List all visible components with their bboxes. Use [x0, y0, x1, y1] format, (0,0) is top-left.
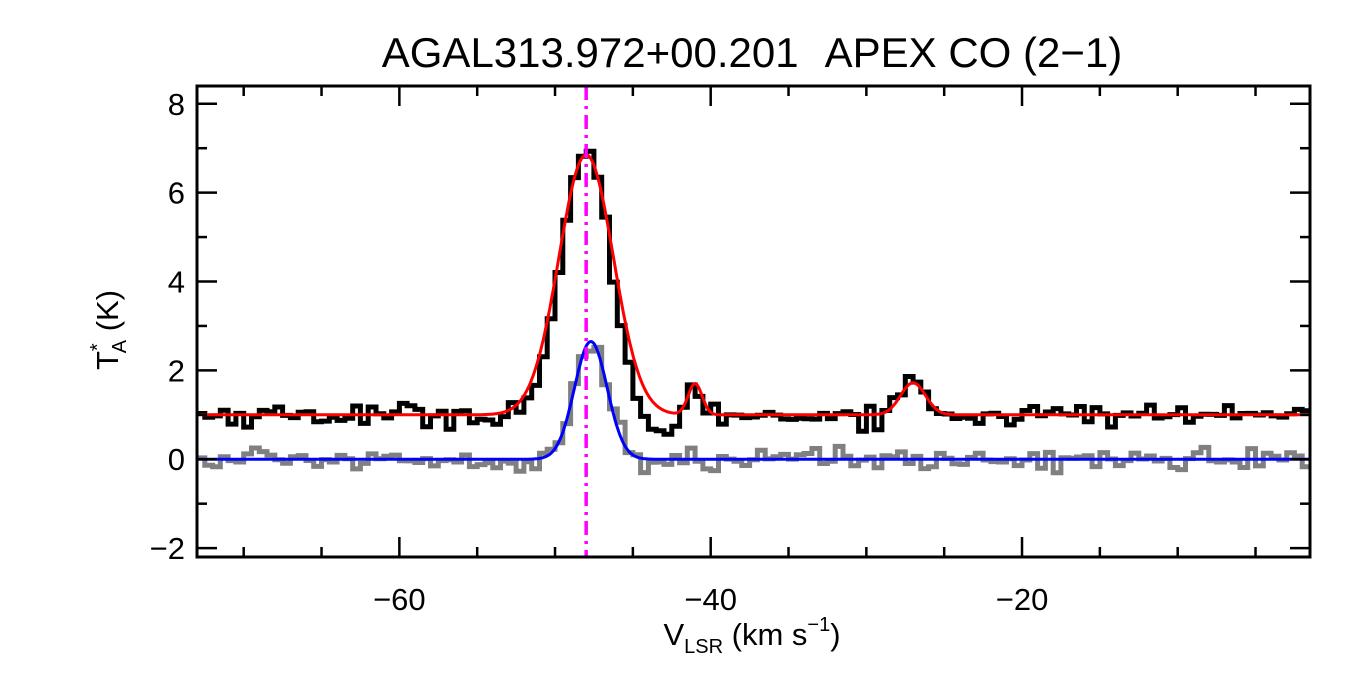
chart-title: AGAL313.972+00.201 APEX CO (2−1) — [382, 29, 1122, 76]
axis-ticks — [197, 86, 1310, 557]
plot-frame — [195, 84, 1312, 559]
y-tick-label: 0 — [168, 442, 185, 477]
chart-title-source: AGAL313.972+00.201 — [382, 29, 799, 76]
x-tick-label: −20 — [996, 582, 1049, 617]
y-axis-label: T*A (K) — [87, 290, 131, 370]
y-tick-label: 8 — [168, 87, 185, 122]
x-tick-label: −40 — [684, 582, 737, 617]
series-3-fit-line — [197, 340, 1310, 461]
series-1-fit-line — [197, 153, 1310, 417]
y-tick-label: 2 — [168, 353, 185, 388]
x-tick-label: −60 — [373, 582, 426, 617]
chart-title-line: APEX CO (2−1) — [825, 29, 1123, 76]
plot-area — [197, 86, 1310, 557]
x-axis-label: VLSR (km s−1) — [663, 614, 840, 658]
y-tick-label: 6 — [168, 176, 185, 211]
y-tick-label: 4 — [168, 265, 185, 300]
y-tick-label: −2 — [150, 531, 185, 566]
series-0-histogram — [197, 148, 1310, 437]
series-2-histogram — [197, 344, 1310, 476]
